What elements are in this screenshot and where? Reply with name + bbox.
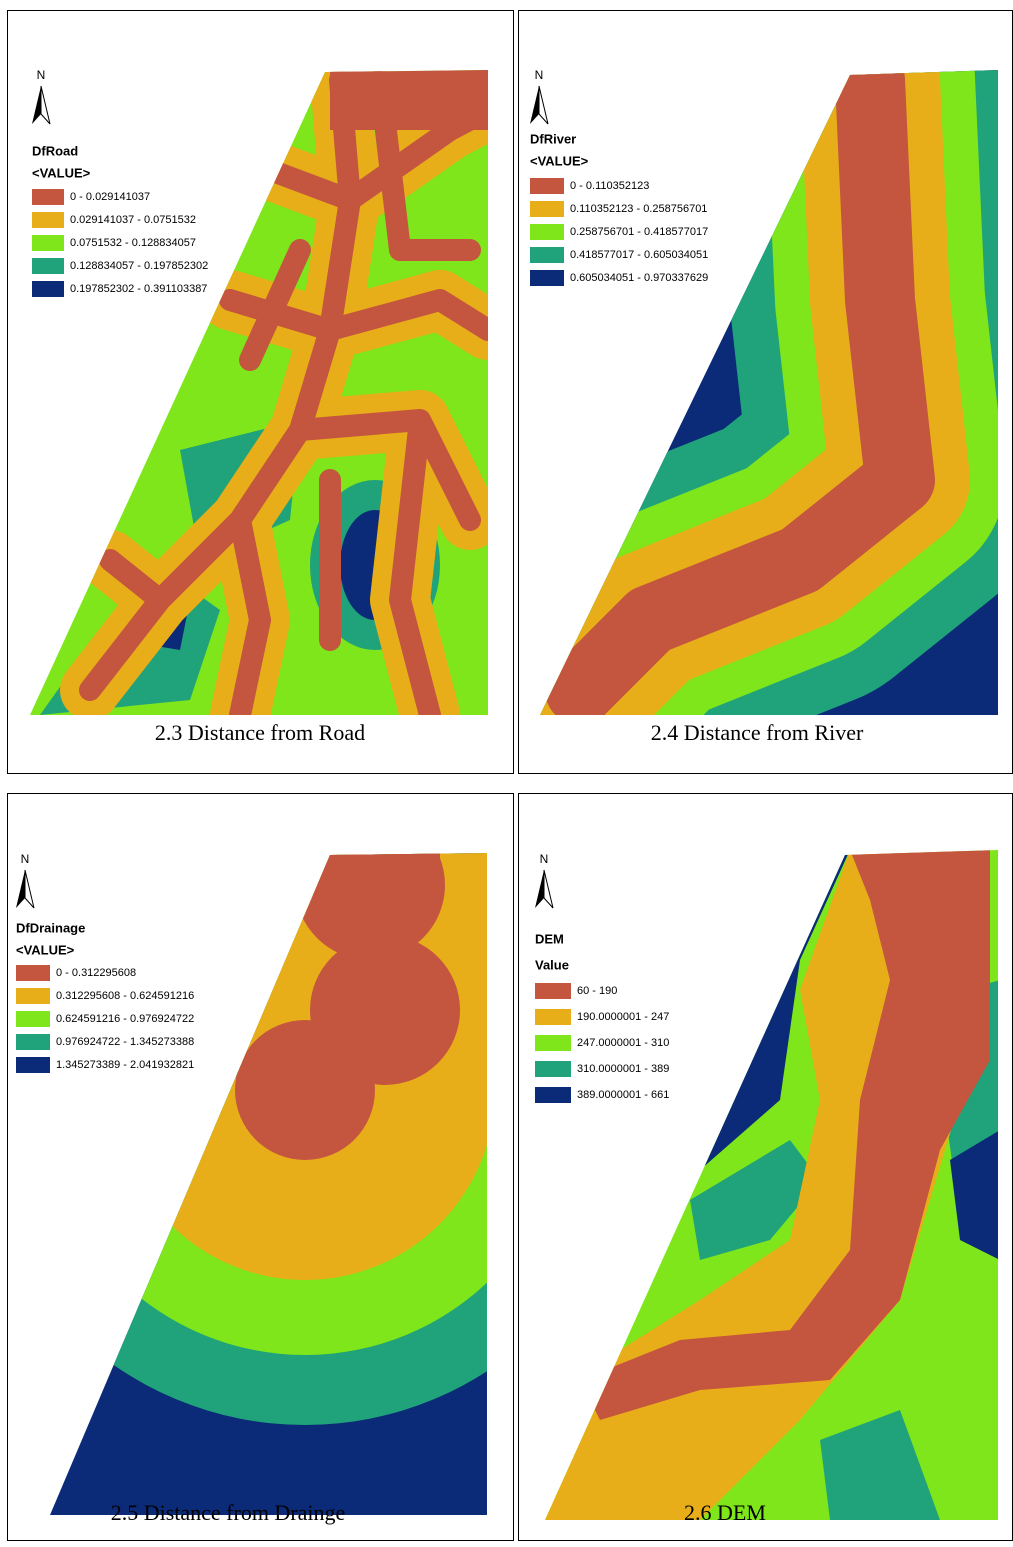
legend-label: 0.0751532 - 0.128834057 [70,237,196,249]
legend-field: <VALUE> [16,942,75,957]
legend-swatch [535,1009,571,1025]
legend-label: 310.0000001 - 389 [577,1063,669,1075]
legend-swatch [32,258,64,274]
legend-title: DfRiver [530,131,576,146]
legend-swatch [535,1087,571,1103]
legend-label: 0.624591216 - 0.976924722 [56,1013,194,1025]
north-label: N [37,68,46,82]
legend-label: 0.128834057 - 0.197852302 [70,260,208,272]
legend-swatch [530,201,564,217]
legend-swatch [32,212,64,228]
legend-label: 389.0000001 - 661 [577,1089,669,1101]
legend-swatch [32,189,64,205]
legend-label: 0.110352123 - 0.258756701 [570,203,707,215]
legend-title: DfRoad [32,143,78,158]
legend-label: 247.0000001 - 310 [577,1037,669,1049]
legend-label: 0 - 0.312295608 [56,967,136,979]
legend-label: 190.0000001 - 247 [577,1011,669,1023]
legend-label: 0 - 0.029141037 [70,191,150,203]
legend-swatch [530,247,564,263]
legend-label: 0.976924722 - 1.345273388 [56,1036,194,1048]
legend-swatch [16,1011,50,1027]
legend-label: 0.605034051 - 0.970337629 [570,272,708,284]
legend-field: <VALUE> [530,153,589,168]
north-label: N [535,68,544,82]
caption: 2.4 Distance from River [651,720,864,745]
legend-label: 0.197852302 - 0.391103387 [70,283,207,295]
legend-label: 0.258756701 - 0.418577017 [570,226,708,238]
legend-swatch [535,983,571,999]
legend-label: 0.029141037 - 0.0751532 [70,214,196,226]
legend-label: 1.345273389 - 2.041932821 [56,1059,194,1071]
page: {"panels": [ {"north": "N", "legend": {"… [0,0,1013,1547]
caption: 2.3 Distance from Road [155,720,365,745]
caption: 2.6 DEM [684,1500,766,1525]
legend-label: 0 - 0.110352123 [570,180,649,192]
north-label: N [540,852,549,866]
caption: 2.5 Distance from Drainge [111,1500,346,1525]
legend-swatch [16,988,50,1004]
legend-title: DfDrainage [16,920,85,935]
legend-swatch [530,178,564,194]
legend-swatch [535,1061,571,1077]
legend-label: 0.418577017 - 0.605034051 [570,249,708,261]
north-label: N [21,852,30,866]
legend-label: 60 - 190 [577,985,617,997]
legend-label: 0.312295608 - 0.624591216 [56,990,194,1002]
legend-field: <VALUE> [32,165,91,180]
legend-title: DEM [535,931,564,946]
legend-swatch [32,281,64,297]
legend-field: Value [535,957,569,972]
legend-swatch [16,1034,50,1050]
legend-swatch [16,965,50,981]
legend-swatch [535,1035,571,1051]
legend-swatch [530,270,564,286]
legend-swatch [530,224,564,240]
legend-swatch [16,1057,50,1073]
legend-swatch [32,235,64,251]
figure: N DfRoad <VALUE> 0 - 0.029141037 0.029141037… [0,0,1013,1547]
